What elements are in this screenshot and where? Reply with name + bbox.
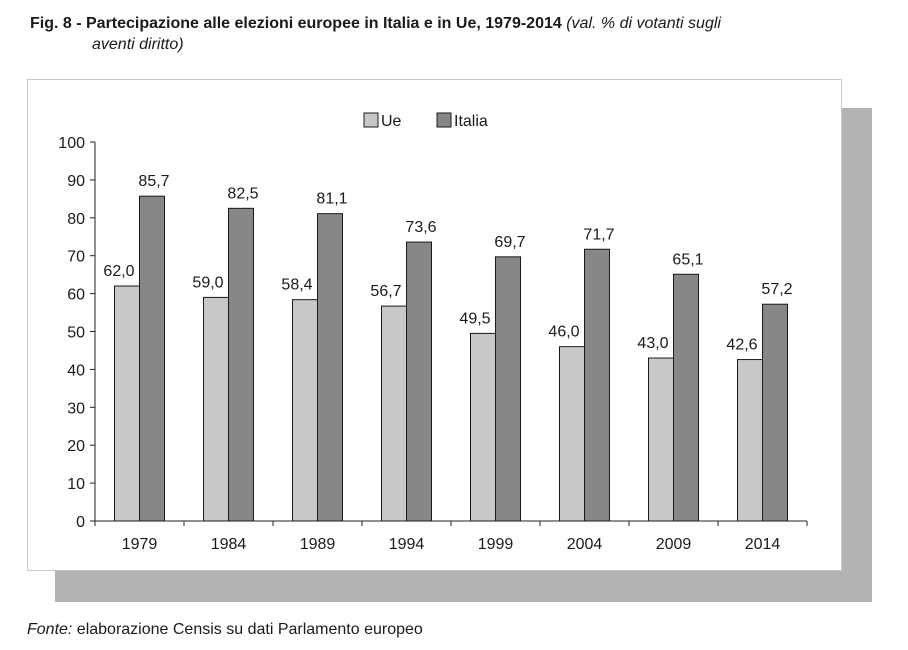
data-label: 69,7 <box>494 234 525 251</box>
source-text: elaborazione Censis su dati Parlamento e… <box>72 621 423 638</box>
y-tick-label: 10 <box>67 476 85 493</box>
data-label: 43,0 <box>637 335 668 352</box>
legend-swatch-ue <box>363 112 379 128</box>
bar-italia-2009 <box>673 273 699 522</box>
chart-subtitle: (val. % di votanti sugli <box>566 15 721 32</box>
y-tick-label: 30 <box>67 400 85 417</box>
bar-italia-2004 <box>584 248 610 522</box>
data-label: 62,0 <box>103 263 134 280</box>
x-tick-label: 2009 <box>656 536 692 553</box>
y-tick-label: 100 <box>58 135 85 152</box>
legend-label-italia: Italia <box>454 113 488 130</box>
bar-ue-1999 <box>470 332 496 522</box>
data-labels: 62,0 59,0 58,4 56,7 49,5 46,0 43,0 42,6 85,7 82,5… <box>103 173 792 353</box>
bar-italia-1984 <box>228 207 254 522</box>
data-label: 81,1 <box>316 191 347 208</box>
data-label: 49,5 <box>459 310 490 327</box>
bar-ue-1994 <box>381 305 407 522</box>
x-tick-label: 1984 <box>211 536 247 553</box>
y-tick-label: 40 <box>67 362 85 379</box>
y-tick-label: 60 <box>67 287 85 304</box>
data-label: 58,4 <box>281 277 312 294</box>
data-label: 57,2 <box>761 281 792 298</box>
bar-italia-1994 <box>406 241 432 522</box>
x-tick-label: 1989 <box>300 536 336 553</box>
data-label: 65,1 <box>672 251 703 268</box>
data-label: 59,0 <box>192 274 223 291</box>
x-axis: 1979 1984 1989 1994 1999 2004 2009 2014 <box>94 520 808 553</box>
bar-ue-1989 <box>292 299 318 522</box>
bar-italia-1989 <box>317 213 343 522</box>
y-tick-label: 0 <box>76 514 85 531</box>
y-tick-label: 90 <box>67 173 85 190</box>
bar-ue-2014 <box>737 359 763 522</box>
bar-italia-2014 <box>762 303 788 522</box>
bar-ue-2009 <box>648 357 674 522</box>
bar-ue-1979 <box>114 285 140 522</box>
bar-italia-1999 <box>495 256 521 522</box>
x-tick-label: 2004 <box>567 536 603 553</box>
x-tick-label: 1994 <box>389 536 425 553</box>
data-label: 85,7 <box>138 173 169 190</box>
data-label: 71,7 <box>583 226 614 243</box>
bars <box>114 195 788 522</box>
legend: Ue Italia <box>363 112 488 130</box>
x-tick-label: 1979 <box>122 536 158 553</box>
data-label: 73,6 <box>405 219 436 236</box>
data-label: 56,7 <box>370 283 401 300</box>
bar-chart: Ue Italia 0 10 20 30 40 50 60 70 80 90 100 1979 1984… <box>58 112 808 553</box>
source-note: Fonte: elaborazione Censis su dati Parla… <box>27 621 423 639</box>
x-tick-label: 2014 <box>745 536 781 553</box>
y-tick-label: 50 <box>67 325 85 342</box>
y-axis: 0 10 20 30 40 50 60 70 80 90 100 <box>58 135 96 531</box>
bar-ue-1984 <box>203 296 229 522</box>
y-tick-label: 20 <box>67 438 85 455</box>
data-label: 82,5 <box>227 185 258 202</box>
figure-header: Fig. 8 - Partecipazione alle elezioni eu… <box>30 13 880 55</box>
chart-subtitle-continued: aventi diritto) <box>92 36 184 53</box>
legend-swatch-italia <box>436 112 452 128</box>
x-tick-label: 1999 <box>478 536 514 553</box>
source-label: Fonte: <box>27 621 73 638</box>
bar-ue-2004 <box>559 346 585 522</box>
chart-title: Fig. 8 - Partecipazione alle elezioni eu… <box>30 15 562 32</box>
data-label: 46,0 <box>548 324 579 341</box>
figure-header-line-1: Fig. 8 - Partecipazione alle elezioni eu… <box>30 13 880 34</box>
legend-label-ue: Ue <box>381 113 402 130</box>
data-label: 42,6 <box>726 337 757 354</box>
y-tick-label: 80 <box>67 211 85 228</box>
y-tick-label: 70 <box>67 249 85 266</box>
bar-italia-1979 <box>139 195 165 522</box>
